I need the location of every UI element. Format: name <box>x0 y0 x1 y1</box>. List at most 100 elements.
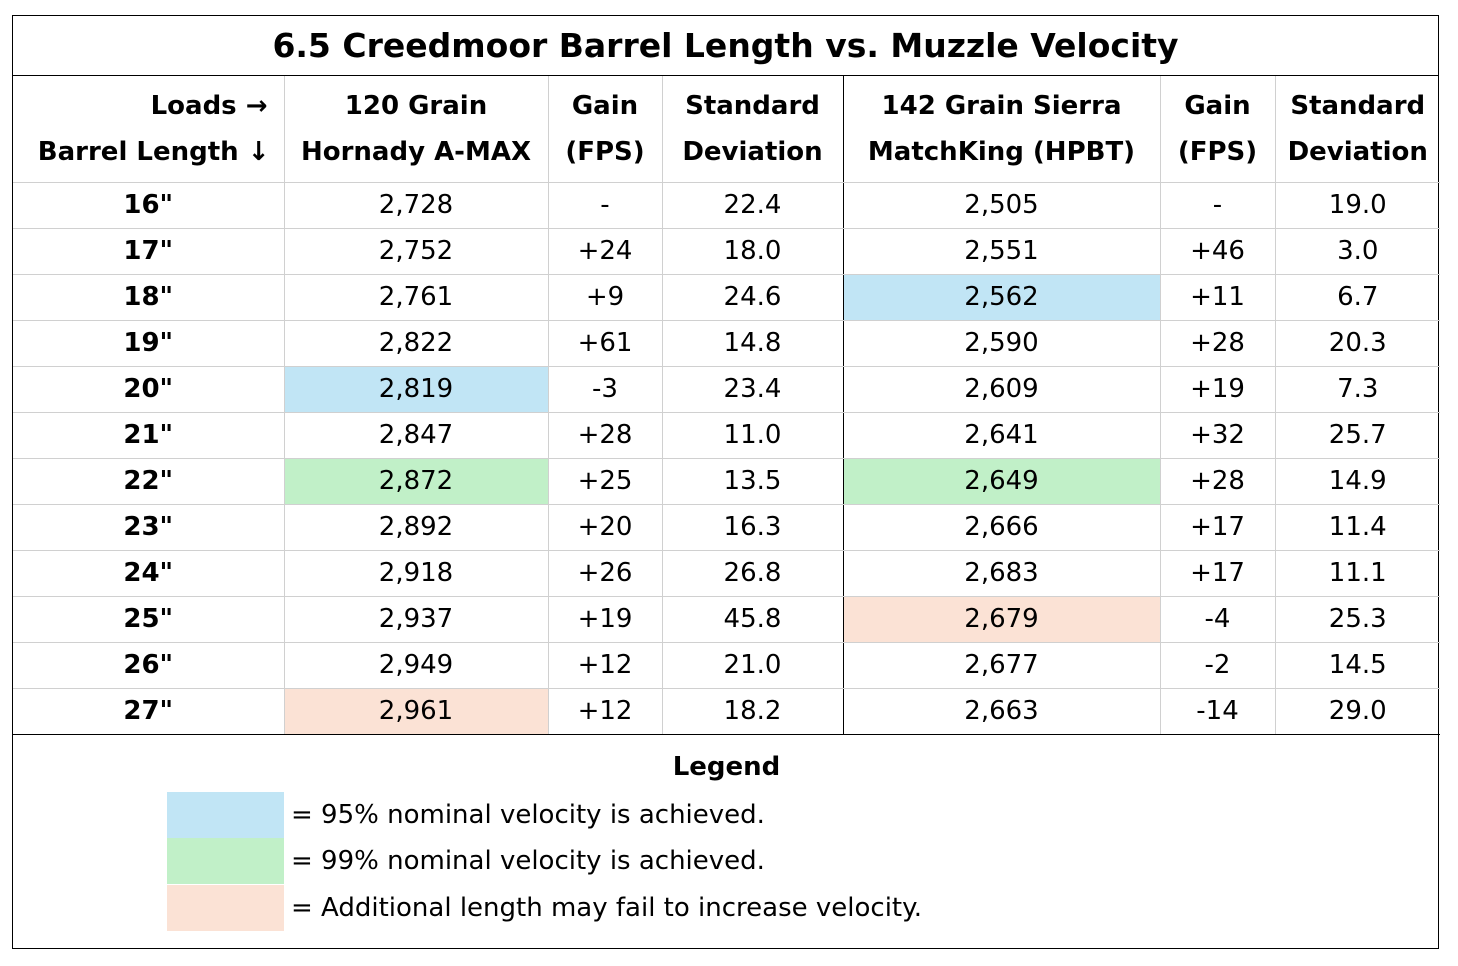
velocity-120-cell: 2,872 <box>283 458 548 505</box>
header-gain-a-line2: (FPS) <box>565 137 645 167</box>
sd-120-cell: 22.4 <box>661 182 843 229</box>
gain-120-cell: - <box>547 182 662 229</box>
header-sd-a-line1: Standard <box>685 91 820 121</box>
gain-142-cell: +19 <box>1159 366 1275 413</box>
sd-142-cell: 29.0 <box>1274 688 1440 735</box>
velocity-120-cell: 2,918 <box>283 550 548 597</box>
table-row: 23" 2,892 +20 16.3 2,666 +17 11.4 <box>13 504 1440 551</box>
gain-142-cell: +28 <box>1159 458 1275 505</box>
table-row: 19" 2,822 +61 14.8 2,590 +28 20.3 <box>13 320 1440 367</box>
barrel-length-label: Barrel Length ↓ <box>37 137 270 167</box>
gain-120-cell: +20 <box>547 504 662 551</box>
sd-120-cell: 23.4 <box>661 366 843 413</box>
table-row: 27" 2,961 +12 18.2 2,663 -14 29.0 <box>13 688 1440 735</box>
header-gain-a-line1: Gain <box>571 91 639 121</box>
table-row: 20" 2,819 -3 23.4 2,609 +19 7.3 <box>13 366 1440 413</box>
velocity-120-cell: 2,937 <box>283 596 548 643</box>
header-gain-b: Gain (FPS) <box>1159 76 1275 183</box>
gain-142-cell: +28 <box>1159 320 1275 367</box>
sd-120-cell: 26.8 <box>661 550 843 597</box>
sd-120-cell: 16.3 <box>661 504 843 551</box>
velocity-142-cell: 2,641 <box>842 412 1160 459</box>
velocity-120-cell: 2,847 <box>283 412 548 459</box>
barrel-length-cell: 19" <box>13 320 284 367</box>
velocity-142-cell: 2,590 <box>842 320 1160 367</box>
velocity-142-cell: 2,677 <box>842 642 1160 689</box>
velocity-120-cell: 2,761 <box>283 274 548 321</box>
gain-120-cell: +25 <box>547 458 662 505</box>
header-142-line1: 142 Grain Sierra <box>881 91 1122 121</box>
legend-label-99: = 99% nominal velocity is achieved. <box>291 846 765 876</box>
gain-142-cell: +17 <box>1159 550 1275 597</box>
header-120-line2: Hornady A-MAX <box>300 137 532 167</box>
barrel-length-cell: 23" <box>13 504 284 551</box>
sd-142-cell: 14.5 <box>1274 642 1440 689</box>
legend-swatch-peach <box>167 885 284 931</box>
gain-142-cell: +32 <box>1159 412 1275 459</box>
sd-120-cell: 13.5 <box>661 458 843 505</box>
velocity-142-cell: 2,683 <box>842 550 1160 597</box>
sd-120-cell: 18.2 <box>661 688 843 735</box>
table-body: 16" 2,728-22.4 2,505-19.0 17" 2,752 +24 18.0 2,… <box>13 182 1440 735</box>
header-row: Loads → Barrel Length ↓ 120 Grain Hornad… <box>13 76 1440 183</box>
header-gain-b-line2: (FPS) <box>1177 137 1258 167</box>
sd-142-cell: 11.1 <box>1274 550 1440 597</box>
legend-label-fail: = Additional length may fail to increase… <box>291 893 923 923</box>
velocity-table-sheet: 6.5 Creedmoor Barrel Length vs. Muzzle V… <box>12 15 1440 949</box>
sd-120-cell: 45.8 <box>661 596 843 643</box>
sd-142-cell: 25.7 <box>1274 412 1440 459</box>
barrel-length-cell: 20" <box>13 366 284 413</box>
header-gain-b-line1: Gain <box>1184 91 1251 121</box>
gain-142-cell: -4 <box>1159 596 1275 643</box>
header-sd-b: Standard Deviation <box>1274 76 1440 183</box>
header-sd-b-line1: Standard <box>1290 91 1426 121</box>
legend-swatch-blue <box>167 792 284 838</box>
sd-142-cell: 7.3 <box>1274 366 1440 413</box>
gain-142-cell: - <box>1159 182 1275 229</box>
sd-120-cell: 11.0 <box>661 412 843 459</box>
barrel-length-cell: 26" <box>13 642 284 689</box>
table-row: 21" 2,847 +28 11.0 2,641 +32 25.7 <box>13 412 1440 459</box>
sd-142-cell: 14.9 <box>1274 458 1440 505</box>
barrel-length-cell: 18" <box>13 274 284 321</box>
header-gain-a: Gain (FPS) <box>547 76 662 183</box>
velocity-142-cell: 2,649 <box>842 458 1160 505</box>
velocity-142-cell: 2,679 <box>842 596 1160 643</box>
table-title: 6.5 Creedmoor Barrel Length vs. Muzzle V… <box>13 16 1438 76</box>
gain-120-cell: +26 <box>547 550 662 597</box>
corner-header: Loads → Barrel Length ↓ <box>13 76 284 183</box>
table-row: 24" 2,918 +26 26.8 2,683 +17 11.1 <box>13 550 1440 597</box>
barrel-length-cell: 24" <box>13 550 284 597</box>
velocity-120-cell: 2,822 <box>283 320 548 367</box>
velocity-142-cell: 2,609 <box>842 366 1160 413</box>
gain-120-cell: +61 <box>547 320 662 367</box>
header-sd-a: Standard Deviation <box>661 76 843 183</box>
velocity-120-cell: 2,961 <box>283 688 548 735</box>
header-sd-b-line2: Deviation <box>1287 137 1428 167</box>
header-sd-a-line2: Deviation <box>682 137 823 167</box>
gain-142-cell: +46 <box>1159 228 1275 275</box>
gain-120-cell: +24 <box>547 228 662 275</box>
gain-142-cell: +17 <box>1159 504 1275 551</box>
sd-142-cell: 20.3 <box>1274 320 1440 367</box>
barrel-length-cell: 25" <box>13 596 284 643</box>
table-row: 16" 2,728-22.4 2,505-19.0 <box>13 182 1440 229</box>
barrel-length-cell: 16" <box>13 182 284 229</box>
header-120-line1: 120 Grain <box>344 91 488 121</box>
gain-142-cell: -14 <box>1159 688 1275 735</box>
table-row: 17" 2,752 +24 18.0 2,551 +46 3.0 <box>13 228 1440 275</box>
gain-120-cell: +19 <box>547 596 662 643</box>
velocity-120-cell: 2,752 <box>283 228 548 275</box>
sd-120-cell: 21.0 <box>661 642 843 689</box>
header-142-grain: 142 Grain Sierra MatchKing (HPBT) <box>842 76 1160 183</box>
legend-label-95: = 95% nominal velocity is achieved. <box>291 800 765 830</box>
sd-120-cell: 14.8 <box>661 320 843 367</box>
gain-120-cell: +12 <box>547 642 662 689</box>
gain-142-cell: -2 <box>1159 642 1275 689</box>
velocity-142-cell: 2,663 <box>842 688 1160 735</box>
barrel-length-cell: 21" <box>13 412 284 459</box>
velocity-142-cell: 2,666 <box>842 504 1160 551</box>
table-row: 26" 2,949 +12 21.0 2,677 -2 14.5 <box>13 642 1440 689</box>
header-142-line2: MatchKing (HPBT) <box>867 137 1136 167</box>
velocity-120-cell: 2,819 <box>283 366 548 413</box>
